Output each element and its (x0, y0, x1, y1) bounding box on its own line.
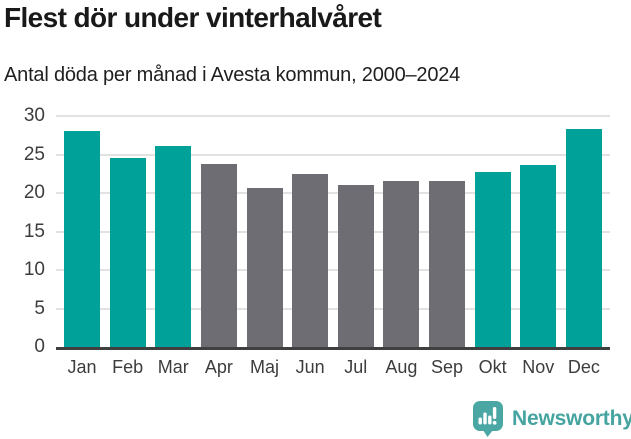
bar-dec (565, 129, 602, 347)
y-tick-label: 30 (23, 105, 45, 126)
x-tick-label: Jun (295, 357, 325, 377)
y-tick-label: 0 (34, 336, 45, 357)
newsworthy-logo: Newsworthy (472, 401, 631, 437)
x-tick-label: Mar (157, 357, 189, 377)
x-tick-label: Dec (567, 357, 600, 377)
bar-maj (246, 188, 283, 347)
x-tick-label: Apr (204, 357, 233, 377)
gridline (56, 269, 610, 272)
newsworthy-wordmark: Newsworthy (512, 407, 631, 430)
bar-nov (520, 164, 557, 347)
x-tick-label: Sep (430, 357, 464, 377)
y-tick-label: 10 (23, 259, 45, 281)
gridline (56, 192, 610, 195)
y-axis-labels: 0 5 10 15 20 25 30 (0, 106, 45, 357)
x-tick-label: Jan (67, 357, 97, 377)
bar-aug (383, 181, 420, 347)
bar-jul (337, 185, 374, 347)
bar-jan (64, 131, 100, 347)
gridline (56, 115, 610, 117)
x-tick-label: Aug (385, 357, 418, 377)
x-axis-labels: Jan Feb Mar Apr Maj Jun Jul Aug Sep Okt Nov Dec (56, 357, 610, 378)
bar-jun (292, 173, 329, 347)
bar-apr (200, 163, 237, 347)
y-tick-label: 15 (23, 220, 45, 242)
bar-sep (429, 180, 465, 347)
x-tick-label: Nov (522, 357, 555, 377)
x-tick-label: Jul (344, 357, 368, 377)
bar-mar (155, 146, 192, 347)
bar-feb (109, 157, 146, 347)
chart-subtitle: Antal döda per månad i Avesta kommun, 20… (4, 64, 461, 86)
gridline (56, 307, 610, 310)
x-tick-label: Okt (478, 357, 507, 377)
gridline (56, 153, 610, 156)
gridline (56, 230, 610, 233)
y-tick-label: 25 (23, 143, 45, 165)
x-tick-label: Feb (112, 357, 144, 377)
chart-title: Flest dör under vinterhalvåret (4, 2, 382, 33)
y-tick-label: 20 (23, 182, 45, 204)
y-tick-label: 5 (34, 297, 45, 319)
x-tick-label: Maj (249, 357, 279, 377)
newsworthy-icon (473, 401, 503, 437)
plot-area (56, 115, 610, 350)
bar-group (56, 116, 610, 347)
bar-okt (474, 172, 511, 347)
